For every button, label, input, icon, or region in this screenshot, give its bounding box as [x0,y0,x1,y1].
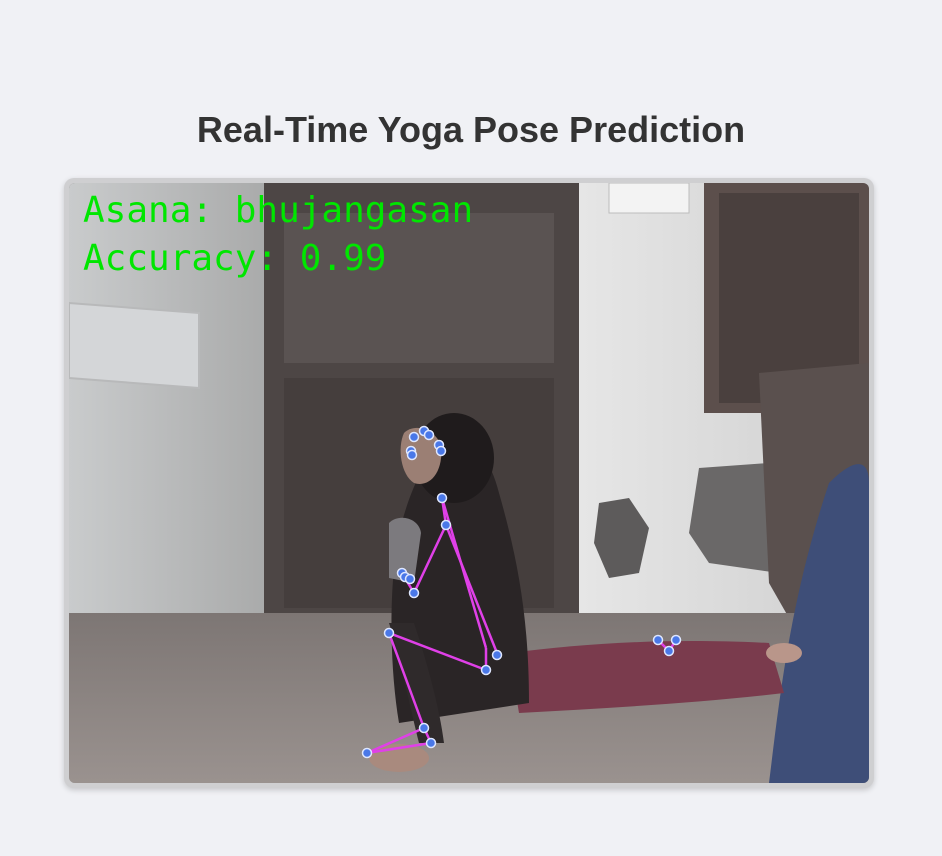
landmark-point [652,634,664,646]
camera-scene [69,183,869,783]
landmark-point [408,587,420,599]
page-title: Real-Time Yoga Pose Prediction [196,109,746,150]
skeleton-line-hip-elbow [388,631,487,672]
practitioner-feet [766,643,802,663]
landmark-point [361,747,373,759]
practitioner-face [400,427,442,484]
landmark-point [425,737,437,749]
landmark-point [663,645,675,657]
wall-poster [69,301,200,390]
plaster-patch-1 [594,498,649,578]
landmark-point [670,634,682,646]
switch-board [608,183,690,214]
landmark-point [435,445,447,457]
plaster-patch-2 [689,463,789,573]
webcam-video-feed: Asana: bhujangasan Accuracy: 0.99 [69,183,869,783]
skeleton-line-hand-2 [366,726,425,755]
practitioner-sleeve [389,517,421,583]
accuracy-label: Accuracy: 0.99 [83,238,387,279]
bystander-shirt [769,464,869,783]
landmark-point [404,573,416,585]
skeleton-line-hand-1 [366,741,432,755]
landmark-point [423,429,435,441]
video-frame: Asana: bhujangasan Accuracy: 0.99 [64,178,874,788]
landmark-point [408,431,420,443]
skeleton-line-shoulder-hip-2 [444,524,499,654]
asana-label: Asana: bhujangasan [83,190,474,231]
skeleton-line-upper-arm [412,524,448,594]
landmark-point [418,722,430,734]
landmark-point [406,449,418,461]
practitioner-legs [509,641,784,713]
cabinet-shelf [284,213,554,363]
landmark-point [383,627,395,639]
practitioner-arm [389,623,444,743]
skeleton-line-arm-down [387,632,426,729]
landmark-point [480,664,492,676]
landmark-point [491,649,503,661]
landmark-point [440,519,452,531]
landmark-point [436,492,448,504]
pose-landmarks [361,425,682,759]
